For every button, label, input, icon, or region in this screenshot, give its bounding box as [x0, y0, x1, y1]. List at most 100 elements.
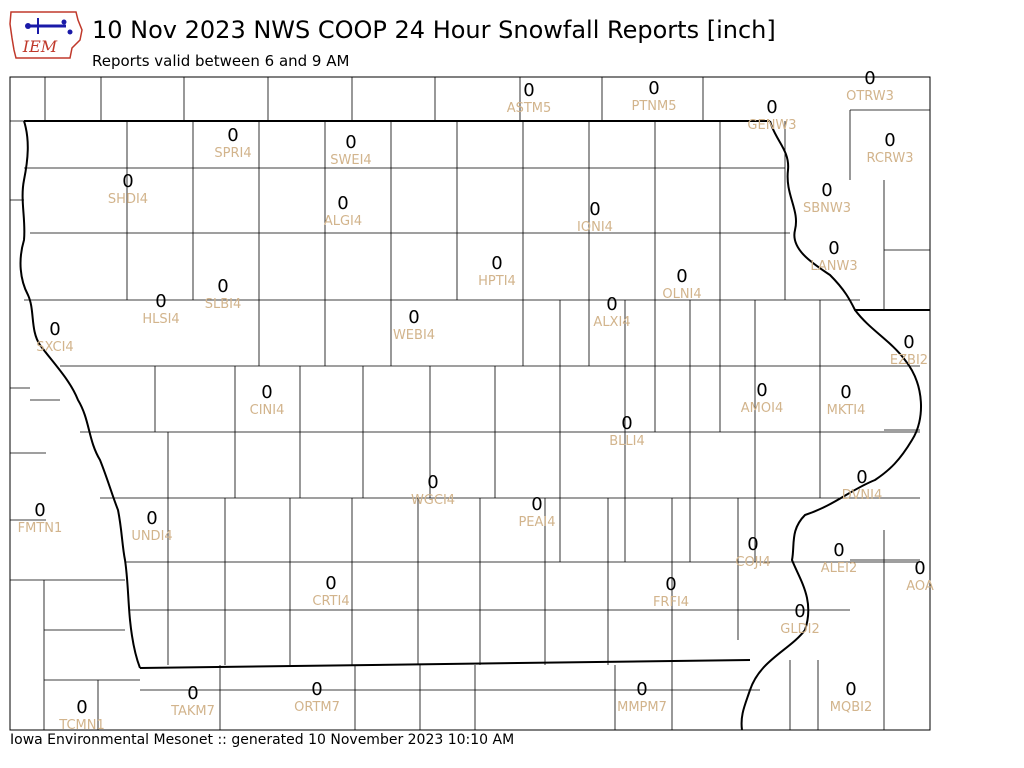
- station-id-label: WGCI4: [411, 493, 455, 508]
- snowfall-value: 0: [531, 494, 542, 515]
- station-id-label: HPTI4: [478, 274, 516, 289]
- station-id-label: EZBI2: [890, 353, 928, 368]
- station-id-label: CINI4: [250, 403, 285, 418]
- station-id-label: MQBI2: [830, 700, 872, 715]
- station-id-label: SLBI4: [205, 297, 242, 312]
- snowfall-value: 0: [146, 508, 157, 529]
- logo-text: IEM: [22, 37, 58, 56]
- station-id-label: OLNI4: [662, 287, 701, 302]
- snowfall-value: 0: [408, 307, 419, 328]
- snowfall-value: 0: [589, 199, 600, 220]
- snowfall-value: 0: [606, 294, 617, 315]
- station-id-label: MMPM7: [617, 700, 667, 715]
- station-id-label: SBNW3: [803, 201, 851, 216]
- station-id-label: TCMN1: [58, 718, 104, 733]
- snowfall-value: 0: [227, 125, 238, 146]
- snowfall-value: 0: [491, 253, 502, 274]
- station-id-label: ALGI4: [324, 214, 362, 229]
- station-id-label: GLDI2: [780, 622, 819, 637]
- station-id-label: SHDI4: [108, 192, 148, 207]
- station-id-label: GENW3: [747, 118, 796, 133]
- station-id-label: PTNM5: [632, 99, 677, 114]
- snowfall-value: 0: [76, 697, 87, 718]
- snowfall-value: 0: [636, 679, 647, 700]
- snowfall-value: 0: [427, 472, 438, 493]
- snowfall-value: 0: [345, 132, 356, 153]
- station-id-label: ALXI4: [593, 315, 630, 330]
- snowfall-value: 0: [648, 78, 659, 99]
- page-title: 10 Nov 2023 NWS COOP 24 Hour Snowfall Re…: [92, 16, 776, 44]
- snowfall-value: 0: [337, 193, 348, 214]
- snowfall-value: 0: [864, 68, 875, 89]
- iem-logo: IEM: [8, 8, 86, 60]
- snowfall-value: 0: [747, 534, 758, 555]
- station-id-label: TAKM7: [170, 704, 215, 719]
- snowfall-value: 0: [794, 601, 805, 622]
- snowfall-value: 0: [523, 80, 534, 101]
- snowfall-value: 0: [217, 276, 228, 297]
- snowfall-value: 0: [311, 679, 322, 700]
- station-id-label: IONI4: [577, 220, 613, 235]
- snowfall-value: 0: [840, 382, 851, 403]
- station-id-label: PEAI4: [518, 515, 555, 530]
- station-id-label: OTRW3: [846, 89, 894, 104]
- snowfall-value: 0: [756, 380, 767, 401]
- station-reports: 0ASTM50PTNM50OTRW30GENW30RCRW30SPRI40SWE…: [18, 68, 934, 733]
- snowfall-value: 0: [187, 683, 198, 704]
- station-id-label: CRTI4: [312, 594, 349, 609]
- station-id-label: FMTN1: [18, 521, 63, 536]
- snowfall-value: 0: [856, 467, 867, 488]
- snowfall-value: 0: [621, 413, 632, 434]
- page-subtitle: Reports valid between 6 and 9 AM: [92, 52, 350, 70]
- snowfall-value: 0: [676, 266, 687, 287]
- station-id-label: LANW3: [810, 259, 857, 274]
- snowfall-value: 0: [903, 332, 914, 353]
- snowfall-value: 0: [122, 171, 133, 192]
- snowfall-value: 0: [845, 679, 856, 700]
- station-id-label: HLSI4: [142, 312, 179, 327]
- snowfall-value: 0: [34, 500, 45, 521]
- station-id-label: UNDI4: [131, 529, 172, 544]
- snowfall-value: 0: [766, 97, 777, 118]
- snowfall-value: 0: [821, 180, 832, 201]
- snowfall-value: 0: [261, 382, 272, 403]
- station-id-label: ASTM5: [507, 101, 552, 116]
- station-id-label: MKTI4: [827, 403, 866, 418]
- station-id-label: COJI4: [735, 555, 770, 570]
- station-id-label: SWEI4: [330, 153, 371, 168]
- station-id-label: WEBI4: [393, 328, 435, 343]
- station-id-label: ORTM7: [294, 700, 340, 715]
- station-id-label: SXCI4: [36, 340, 73, 355]
- snowfall-value: 0: [914, 558, 925, 579]
